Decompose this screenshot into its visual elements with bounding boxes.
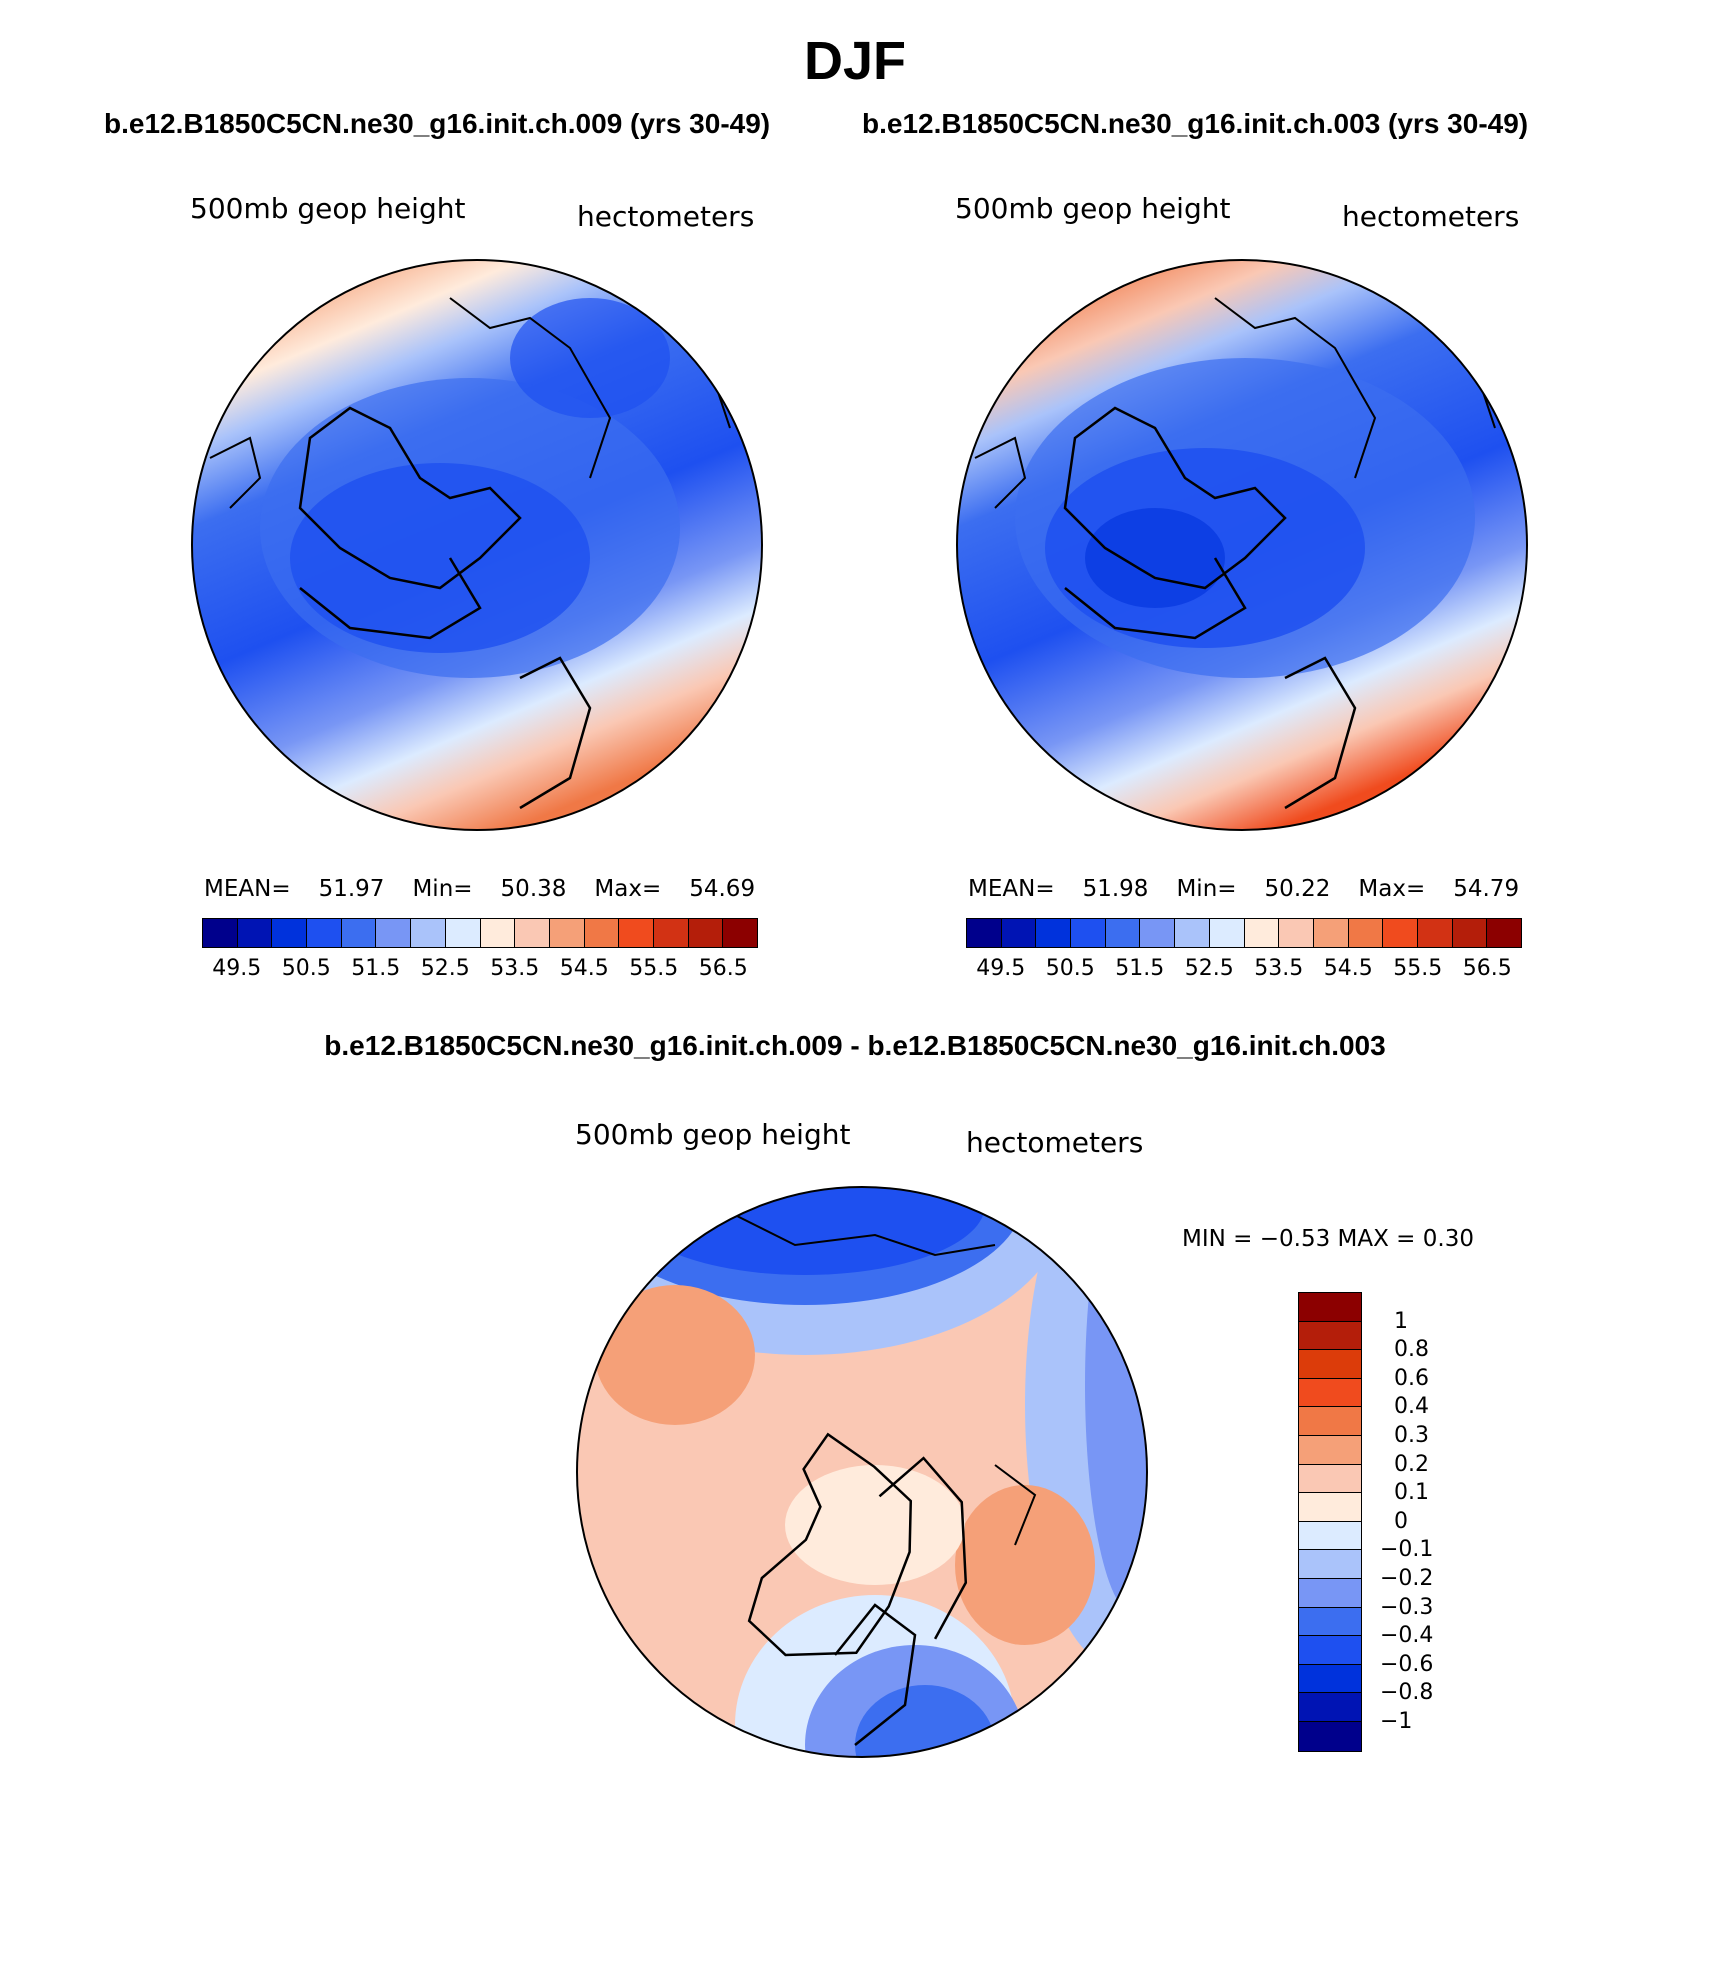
colorbar-tick-label: −0.6 bbox=[1380, 1651, 1434, 1677]
colorbar-swatch bbox=[619, 919, 654, 947]
difference-title: b.e12.B1850C5CN.ne30_g16.init.ch.009 - b… bbox=[324, 1030, 1386, 1061]
colorbar-tick-label: −0.2 bbox=[1380, 1566, 1434, 1591]
colorbar-swatch bbox=[272, 919, 308, 947]
colorbar-tick-label: 55.5 bbox=[1393, 956, 1443, 981]
colorbar-swatch bbox=[1209, 919, 1245, 947]
colorbar-tick-label: −1 bbox=[1380, 1709, 1413, 1734]
colorbar-tick-label: −0.8 bbox=[1380, 1680, 1434, 1706]
colorbar-tick-label: 0.3 bbox=[1394, 1423, 1429, 1448]
right-polar-map bbox=[956, 259, 1528, 831]
right-run-title: b.e12.B1850C5CN.ne30_g16.init.ch.003 (yr… bbox=[862, 108, 1529, 139]
colorbar-tick-label: 52.5 bbox=[1184, 956, 1234, 981]
diff-variable-label: 500mb geop height bbox=[575, 1118, 851, 1151]
colorbar-swatch bbox=[1140, 919, 1176, 947]
colorbar-swatch bbox=[967, 919, 1002, 947]
colorbar-tick-label: −0.3 bbox=[1380, 1594, 1434, 1620]
colorbar-swatch bbox=[376, 919, 412, 947]
colorbar-swatch bbox=[1071, 919, 1106, 947]
colorbar-tick-label: 0 bbox=[1394, 1508, 1408, 1534]
colorbar-swatch bbox=[1299, 1493, 1361, 1522]
left-colorbar: 49.5 50.5 51.5 52.5 53.5 54.5 55.5 56.5 bbox=[202, 918, 758, 982]
colorbar-swatch bbox=[1299, 1521, 1361, 1551]
colorbar-tick-label: 56.5 bbox=[698, 956, 748, 981]
colorbar-swatch bbox=[203, 919, 238, 947]
colorbar-swatch bbox=[1452, 919, 1488, 947]
colorbar-swatch bbox=[1299, 1378, 1361, 1408]
colorbar-tick-label: 0.6 bbox=[1394, 1365, 1429, 1391]
colorbar-swatch bbox=[584, 919, 620, 947]
colorbar-swatch bbox=[1299, 1321, 1361, 1351]
colorbar-swatch bbox=[480, 919, 516, 947]
difference-polar-map bbox=[576, 1186, 1148, 1758]
right-variable-label: 500mb geop height bbox=[955, 192, 1231, 225]
left-variable-label: 500mb geop height bbox=[190, 192, 466, 225]
colorbar-tick-label: −0.4 bbox=[1380, 1623, 1434, 1649]
colorbar-swatch bbox=[1036, 919, 1072, 947]
right-colorbar: 49.5 50.5 51.5 52.5 53.5 54.5 55.5 56.5 bbox=[966, 918, 1522, 982]
colorbar-swatch bbox=[1299, 1607, 1361, 1637]
colorbar-swatch bbox=[1313, 919, 1349, 947]
colorbar-tick-label: 49.5 bbox=[212, 956, 262, 981]
colorbar-swatch bbox=[549, 919, 585, 947]
colorbar-tick-label: 52.5 bbox=[420, 956, 470, 981]
right-units-label: hectometers bbox=[1342, 200, 1520, 233]
colorbar-swatch bbox=[1299, 1636, 1361, 1665]
colorbar-swatch bbox=[1299, 1435, 1361, 1465]
colorbar-tick-label: 0.8 bbox=[1394, 1337, 1429, 1363]
left-run-title: b.e12.B1850C5CN.ne30_g16.init.ch.009 (yr… bbox=[104, 108, 771, 139]
colorbar-swatch bbox=[1299, 1578, 1361, 1608]
colorbar-swatch bbox=[1299, 1293, 1361, 1322]
colorbar-tick-label: 54.5 bbox=[559, 956, 609, 981]
colorbar-swatch bbox=[1105, 919, 1141, 947]
diff-colorbar-labels: 1 0.8 0.6 0.4 0.3 0.2 0.1 0 −0.1 −0.2 −0.3 −0.4 −0.6… bbox=[1380, 1292, 1500, 1762]
right-stats: MEAN= 51.98 Min= 50.22 Max= 54.79 bbox=[968, 876, 1520, 902]
colorbar-swatch bbox=[515, 919, 550, 947]
colorbar-swatch bbox=[1175, 919, 1210, 947]
colorbar-tick-label: 53.5 bbox=[1254, 956, 1304, 981]
left-stats: MEAN= 51.97 Min= 50.38 Max= 54.69 bbox=[204, 876, 756, 902]
colorbar-swatch bbox=[1001, 919, 1037, 947]
colorbar-swatch bbox=[1279, 919, 1314, 947]
colorbar-tick-label: 49.5 bbox=[976, 956, 1026, 981]
colorbar-tick-label: 0.1 bbox=[1394, 1480, 1429, 1506]
colorbar-tick-label: −0.1 bbox=[1380, 1537, 1434, 1563]
colorbar-tick-label: 0.4 bbox=[1394, 1394, 1429, 1420]
colorbar-swatch bbox=[1299, 1721, 1361, 1751]
colorbar-swatch bbox=[1299, 1693, 1361, 1722]
colorbar-tick-label: 1 bbox=[1394, 1308, 1408, 1334]
colorbar-tick-label: 56.5 bbox=[1462, 956, 1512, 981]
colorbar-swatch bbox=[307, 919, 342, 947]
left-polar-map bbox=[191, 259, 763, 831]
colorbar-tick-label: 51.5 bbox=[1115, 956, 1165, 981]
colorbar-swatch bbox=[1299, 1407, 1361, 1436]
colorbar-swatch bbox=[1244, 919, 1280, 947]
diff-colorbar bbox=[1298, 1292, 1362, 1752]
colorbar-swatch bbox=[445, 919, 481, 947]
left-units-label: hectometers bbox=[577, 200, 755, 233]
colorbar-swatch bbox=[688, 919, 724, 947]
diff-units-label: hectometers bbox=[966, 1126, 1144, 1159]
colorbar-swatch bbox=[237, 919, 273, 947]
colorbar-tick-label: 55.5 bbox=[629, 956, 679, 981]
colorbar-tick-label: 0.2 bbox=[1394, 1451, 1429, 1477]
season-title: DJF bbox=[803, 31, 906, 91]
colorbar-swatch bbox=[1299, 1464, 1361, 1494]
diff-minmax: MIN = −0.53 MAX = 0.30 bbox=[1182, 1226, 1474, 1252]
colorbar-swatch bbox=[723, 919, 757, 947]
colorbar-tick-label: 53.5 bbox=[490, 956, 540, 981]
colorbar-swatch bbox=[341, 919, 377, 947]
colorbar-swatch bbox=[1299, 1664, 1361, 1694]
colorbar-swatch bbox=[653, 919, 689, 947]
colorbar-tick-label: 54.5 bbox=[1323, 956, 1373, 981]
colorbar-swatch bbox=[1417, 919, 1453, 947]
colorbar-swatch bbox=[1348, 919, 1384, 947]
colorbar-tick-label: 50.5 bbox=[281, 956, 331, 981]
colorbar-swatch bbox=[1299, 1350, 1361, 1379]
colorbar-swatch bbox=[1299, 1550, 1361, 1579]
colorbar-tick-label: 51.5 bbox=[351, 956, 401, 981]
colorbar-swatch bbox=[1383, 919, 1418, 947]
colorbar-swatch bbox=[1487, 919, 1521, 947]
colorbar-swatch bbox=[411, 919, 446, 947]
colorbar-tick-label: 50.5 bbox=[1045, 956, 1095, 981]
